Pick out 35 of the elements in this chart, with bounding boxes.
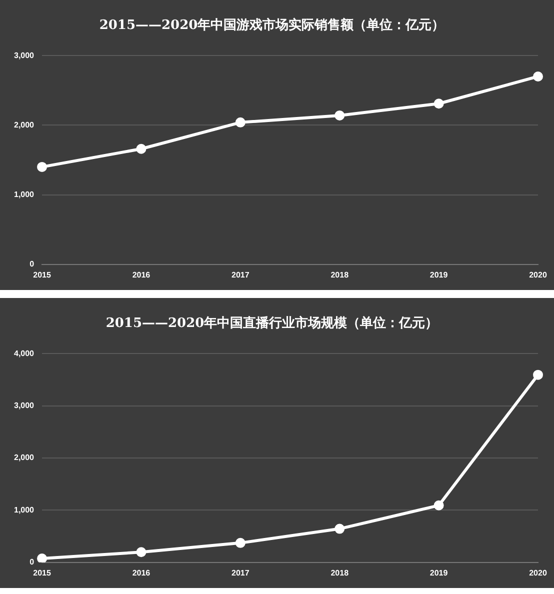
y-tick-label: 0: [30, 260, 35, 269]
y-tick-label: 2,000: [14, 120, 35, 130]
x-tick-label: 2017: [232, 270, 250, 280]
chart-title: 2015——2020年中国游戏市场实际销售额（单位：亿元）: [99, 17, 445, 34]
point: [533, 370, 543, 380]
y-tick-label: 3,000: [14, 401, 35, 410]
point: [533, 71, 543, 82]
point: [235, 538, 246, 548]
point: [136, 144, 146, 154]
x-tick-label: 2020: [529, 568, 548, 578]
x-tick-label: 2018: [330, 568, 350, 578]
y-tick-label: 0: [30, 558, 35, 567]
y-tick-label: 2,000: [14, 453, 35, 462]
point: [235, 117, 246, 128]
point: [136, 547, 146, 558]
point: [334, 110, 345, 120]
y-tick-label: 4,000: [14, 348, 35, 358]
chart-title: 2015——2020年中国直播行业市场规模（单位：亿元）: [106, 315, 438, 332]
x-tick-label: 2016: [132, 270, 151, 280]
x-tick-label: 2019: [430, 568, 448, 578]
point: [334, 524, 345, 534]
x-tick-label: 2020: [529, 270, 548, 280]
y-tick-label: 3,000: [14, 50, 35, 60]
x-tick-label: 2017: [232, 568, 250, 578]
y-tick-label: 1,000: [14, 190, 35, 200]
point: [434, 98, 444, 109]
point: [37, 553, 48, 562]
point: [37, 162, 48, 172]
x-tick-label: 2016: [132, 568, 151, 578]
x-tick-label: 2019: [430, 270, 448, 280]
x-tick-label: 2015: [33, 270, 52, 280]
y-tick-label: 1,000: [14, 505, 35, 514]
x-tick-label: 2015: [33, 568, 52, 578]
point: [434, 500, 444, 510]
x-tick-label: 2018: [330, 270, 350, 280]
